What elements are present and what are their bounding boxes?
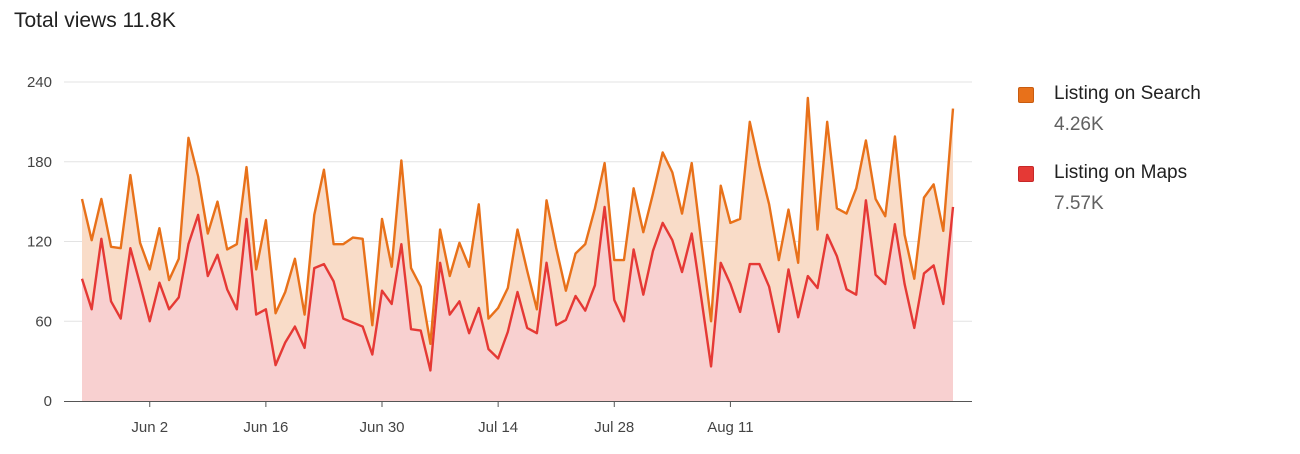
legend-value-search: 4.26K <box>1054 114 1104 135</box>
y-tick-label: 180 <box>27 154 52 171</box>
y-tick-label: 120 <box>27 234 52 251</box>
legend: Listing on Search 4.26K Listing on Maps … <box>1018 83 1288 241</box>
legend-value-maps: 7.57K <box>1054 193 1104 214</box>
x-tick-label: Jun 2 <box>131 419 168 436</box>
legend-swatch-search <box>1018 87 1034 103</box>
area-maps <box>82 200 953 401</box>
legend-label-maps: Listing on Maps <box>1054 162 1188 183</box>
legend-item-search[interactable]: Listing on Search 4.26K <box>1018 83 1288 162</box>
x-tick-label: Jul 28 <box>594 419 634 436</box>
legend-label-search: Listing on Search <box>1054 83 1201 104</box>
line-search <box>80 96 955 346</box>
legend-swatch-maps <box>1018 166 1034 182</box>
views-chart: 0 60 120 180 240 Jun 2 Jun 16 Jun 30 Jul 14 Jul 2… <box>27 74 972 436</box>
legend-item-maps[interactable]: Listing on Maps 7.57K <box>1018 162 1288 241</box>
axes: 0 60 120 180 240 Jun 2 Jun 16 Jun 30 Jul 14 Jul 2… <box>27 74 972 436</box>
line-maps <box>80 199 955 372</box>
y-tick-label: 60 <box>35 313 52 330</box>
series-lines <box>80 96 955 372</box>
x-tick-label: Jul 14 <box>478 419 518 436</box>
x-tick-label: Aug 11 <box>707 419 753 436</box>
series-areas <box>82 97 953 401</box>
x-tick-label: Jun 16 <box>243 419 288 436</box>
chart-title: Total views 11.8K <box>14 9 176 32</box>
y-tick-label: 0 <box>44 393 52 410</box>
x-tick-label: Jun 30 <box>359 419 404 436</box>
y-tick-label: 240 <box>27 74 52 91</box>
